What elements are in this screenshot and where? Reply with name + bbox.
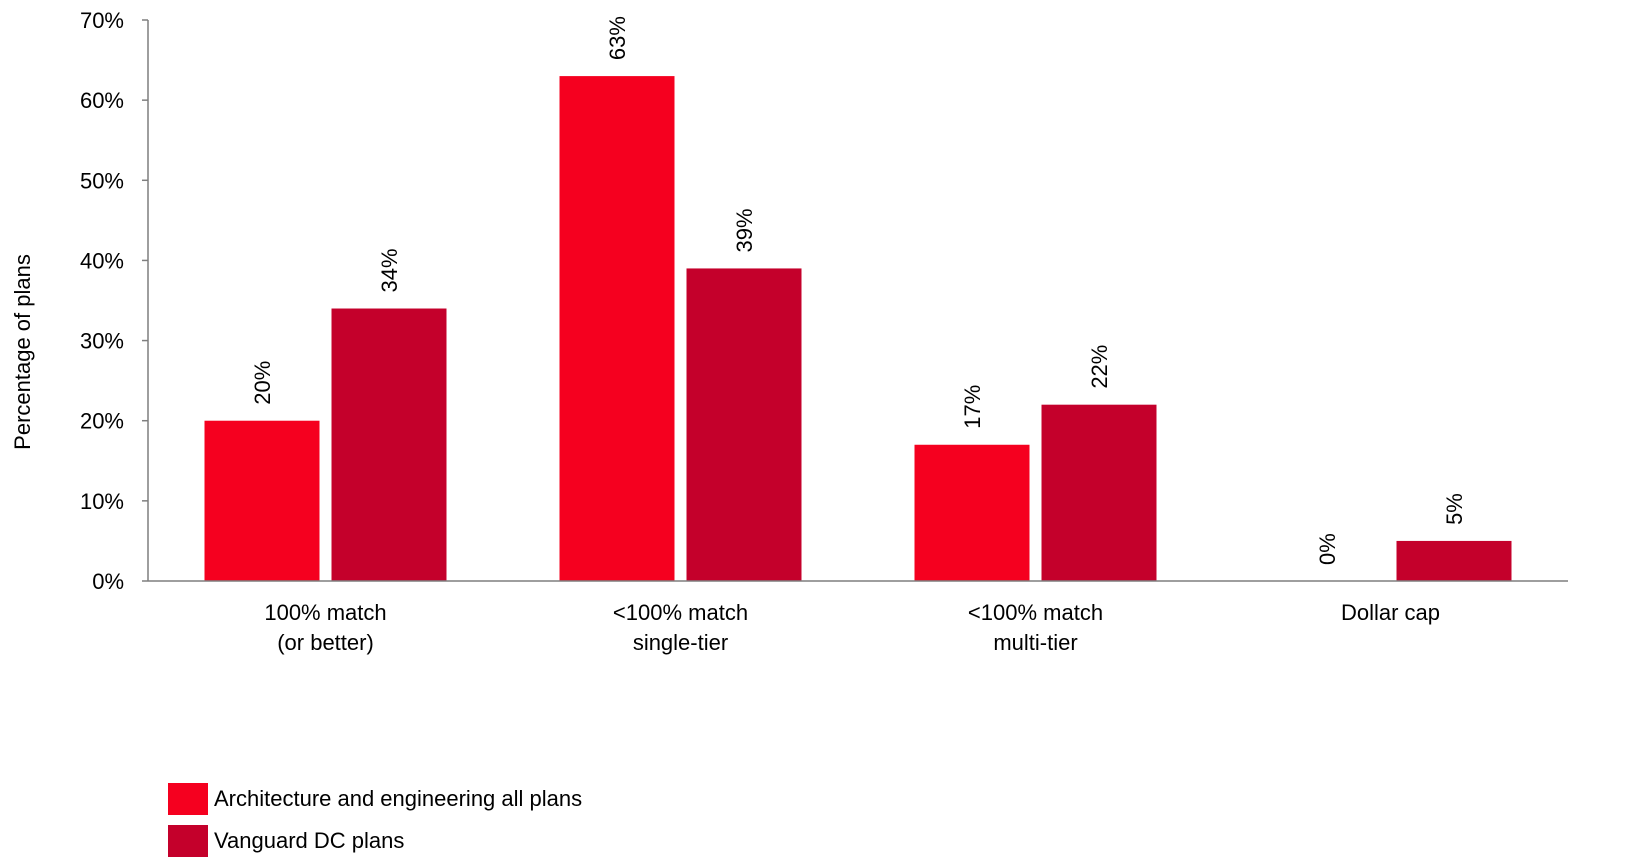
x-category-label: <100% match xyxy=(613,600,748,625)
legend-swatch xyxy=(168,783,208,815)
x-category-label: (or better) xyxy=(277,630,374,655)
data-label: 22% xyxy=(1087,345,1112,389)
bar xyxy=(686,268,802,581)
legend-swatch xyxy=(168,825,208,857)
y-tick-label: 10% xyxy=(80,489,124,514)
data-label: 5% xyxy=(1442,493,1467,525)
bar xyxy=(914,444,1030,581)
y-axis-title: Percentage of plans xyxy=(10,254,35,450)
data-label: 17% xyxy=(960,385,985,429)
x-category-label: Dollar cap xyxy=(1341,600,1440,625)
x-category-label: multi-tier xyxy=(993,630,1077,655)
y-tick-label: 40% xyxy=(80,248,124,273)
y-tick-label: 30% xyxy=(80,329,124,354)
y-tick-label: 20% xyxy=(80,409,124,434)
data-label: 20% xyxy=(250,361,275,405)
bar xyxy=(331,308,447,581)
bar-chart: Percentage of plans 0% 10% 20% 30% 40% 50% 60%… xyxy=(10,8,1568,655)
data-label: 63% xyxy=(605,16,630,60)
y-tick-label: 70% xyxy=(80,8,124,33)
legend-item: Vanguard DC plans xyxy=(168,820,582,862)
y-tick-label: 60% xyxy=(80,88,124,113)
legend: Architecture and engineering all plans Va… xyxy=(168,778,582,862)
bar xyxy=(559,76,675,581)
bar xyxy=(204,420,320,581)
x-category-label: <100% match xyxy=(968,600,1103,625)
bar xyxy=(1041,404,1157,581)
x-category-label: 100% match xyxy=(264,600,386,625)
data-label: 34% xyxy=(377,248,402,292)
legend-label: Vanguard DC plans xyxy=(214,828,405,853)
data-label: 39% xyxy=(732,208,757,252)
legend-label: Architecture and engineering all plans xyxy=(214,786,583,811)
data-label: 0% xyxy=(1315,533,1340,565)
y-tick-label: 0% xyxy=(92,569,124,594)
legend-item: Architecture and engineering all plans xyxy=(168,778,582,820)
bar xyxy=(1396,540,1512,581)
x-category-label: single-tier xyxy=(633,630,728,655)
y-tick-label: 50% xyxy=(80,168,124,193)
